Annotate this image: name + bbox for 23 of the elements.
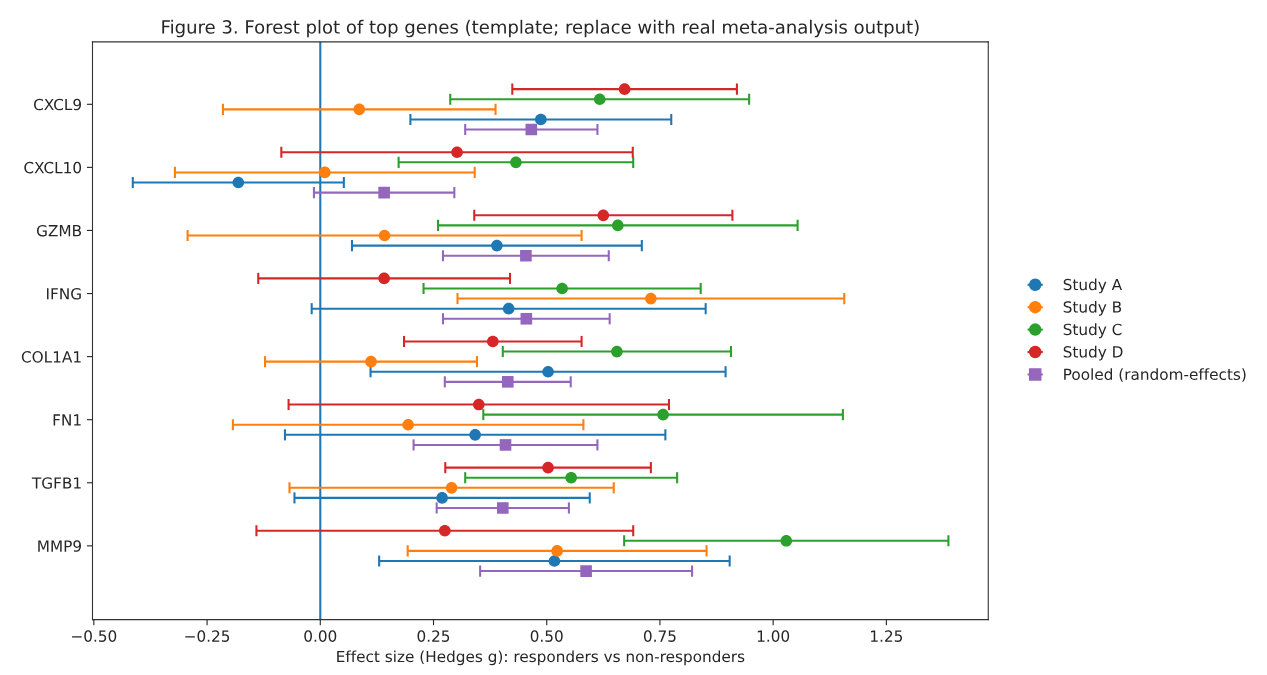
y-tick-label: IFNG — [47, 288, 81, 300]
x-tick-label: −0.50 — [72, 630, 117, 642]
y-tick-label: FN1 — [53, 414, 81, 426]
y-tick-label: CXCL9 — [34, 98, 81, 111]
chart-title: Figure 3. Forest plot of top genes (template; replace with real meta-analysis output) — [162, 19, 919, 38]
x-tick-label: 0.50 — [530, 630, 563, 642]
x-tick-label: 0.75 — [643, 630, 676, 642]
y-tick-label: CXCL10 — [24, 161, 82, 174]
y-tick-label: MMP9 — [38, 540, 81, 552]
y-tick-label: COL1A1 — [21, 351, 81, 363]
legend-label: Pooled (random-effects) — [1064, 368, 1246, 382]
x-tick-label: −0.25 — [185, 630, 230, 642]
y-tick-label: TGFB1 — [31, 477, 81, 489]
legend-label: Study C — [1063, 323, 1122, 339]
x-tick-label: 0.25 — [417, 630, 450, 642]
x-axis-title: Effect size (Hedges g): responders vs non-responders — [337, 650, 745, 666]
x-tick-label: 1.25 — [871, 630, 903, 642]
x-tick-label: 1.00 — [757, 630, 790, 642]
legend-label: Study B — [1063, 300, 1122, 316]
x-tick-label: 0.00 — [304, 630, 337, 642]
legend-label: Study A — [1063, 278, 1122, 294]
y-tick-label: GZMB — [36, 224, 81, 237]
legend-label: Study D — [1063, 345, 1123, 361]
